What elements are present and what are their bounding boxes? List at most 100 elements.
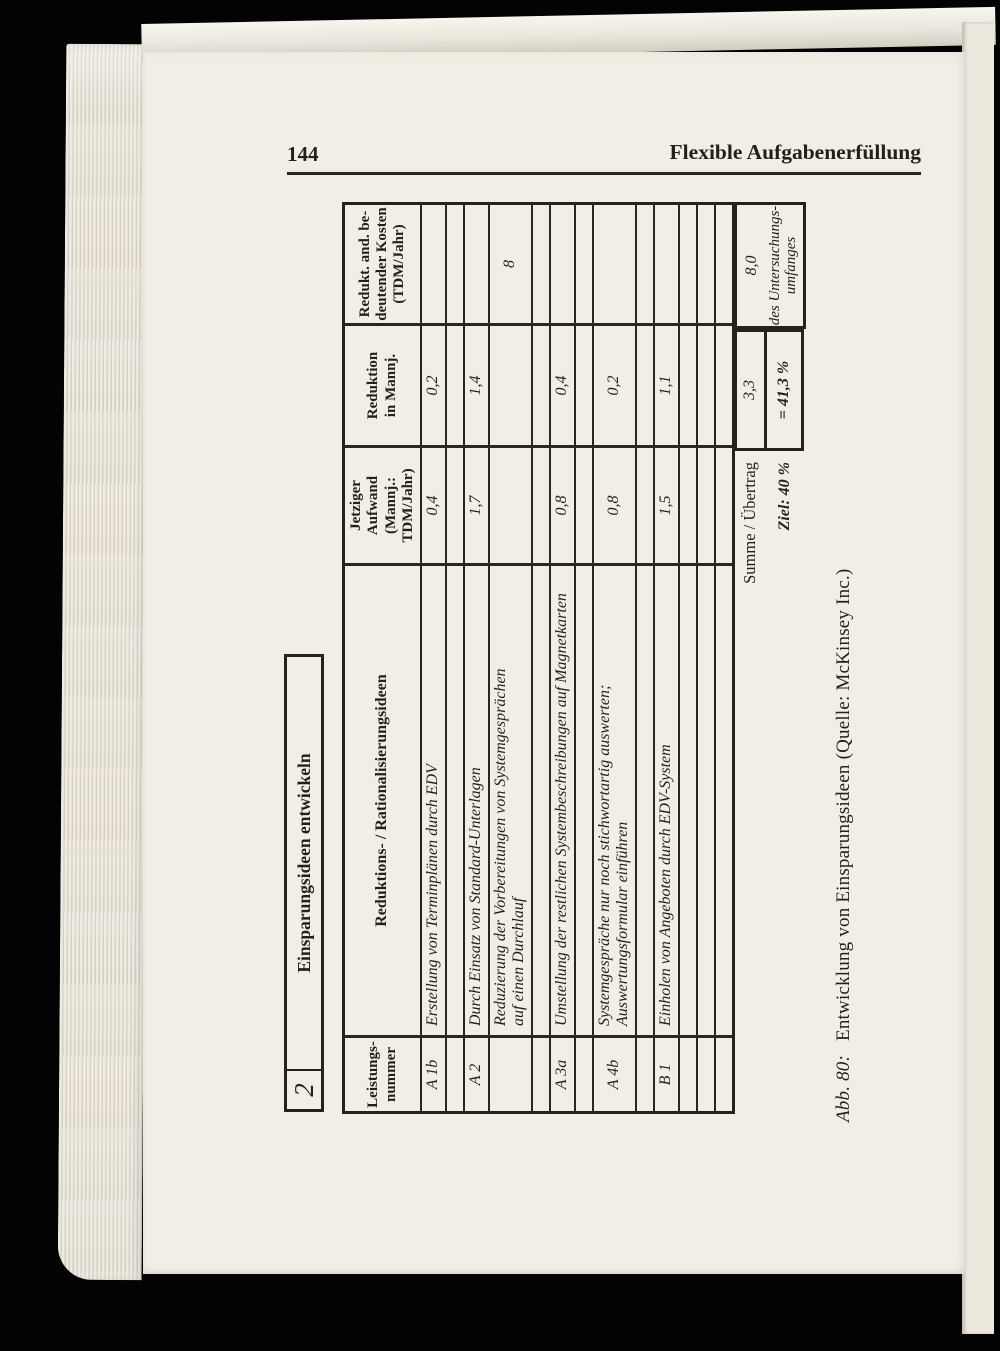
cell-leistungsnummer: A 4b: [604, 1059, 622, 1090]
cell-idee: Erstellung von Terminplänen durch EDV: [422, 566, 445, 1038]
table-spacer-row: [695, 205, 714, 1111]
cell-reduktion: [575, 326, 592, 448]
cell-kosten: [575, 205, 592, 326]
cell-reduktion: [636, 326, 653, 448]
figure-box-title: Einsparungsideen entwickeln: [293, 753, 314, 973]
cell-kosten: [679, 205, 696, 326]
column-header: Jetziger Aufwand (Mannj.: TDM/Jahr): [345, 448, 420, 566]
cell-idee: [447, 566, 463, 1038]
cell-aufwand: [636, 448, 653, 566]
column-header: Reduktions- / Rationalisierungsideen: [345, 566, 420, 1038]
cell-idee: [532, 566, 549, 1038]
cell-leistungsnummer: [576, 1038, 592, 1111]
cell-idee: Einholen von Angeboten durch EDV-System: [654, 566, 678, 1038]
table-spacer-row: [530, 205, 549, 1111]
cell-aufwand: 1,7: [465, 448, 488, 566]
cell-aufwand: 0,4: [422, 448, 445, 566]
cell-idee: [697, 566, 714, 1038]
table-row: B 1 Einholen von Angeboten durch EDV-Syst…: [652, 205, 678, 1111]
cell-kosten: [532, 205, 549, 326]
column-header: Reduktion in Mannj.: [345, 326, 420, 448]
cell-kosten: [697, 205, 714, 326]
cell-aufwand: 1,5: [654, 448, 678, 566]
cell-idee: Systemgespräche nur noch stichwortartig …: [593, 566, 635, 1038]
cell-reduktion: 1,1: [654, 326, 678, 448]
book-page-edge-right: [962, 22, 994, 1334]
cell-kosten: [550, 205, 574, 326]
cell-reduktion: 0,2: [593, 326, 635, 448]
cell-leistungsnummer: [716, 1038, 732, 1111]
table-row: A 2 Durch Einsatz von Standard-Unterlagen…: [463, 205, 488, 1111]
cell-aufwand: 0,8: [550, 448, 574, 566]
column-header: Redukt. and. be- deutender Kosten (TDM/J…: [345, 205, 420, 326]
cell-kosten: [654, 205, 678, 326]
table-row: A 1b Erstellung von Terminplänen durch ED…: [420, 205, 445, 1111]
cell-leistungsnummer: B 1: [656, 1063, 674, 1086]
table-row: A 3a Umstellung der restlichen Systembesc…: [548, 205, 574, 1111]
cell-reduktion: 0,2: [422, 326, 445, 448]
figure-caption: Abb. 80: Entwicklung von Einsparungsideen…: [833, 552, 855, 1122]
cell-reduktion: [715, 326, 732, 448]
cell-reduktion: 0,4: [550, 326, 574, 448]
table-spacer-row: [634, 205, 653, 1111]
column-header: Leistungs- nummer: [365, 1041, 399, 1108]
caption-label: Abb. 80:: [833, 1054, 854, 1122]
table-row: Reduzierung der Vorbereitungen von Syste…: [488, 205, 531, 1111]
book-page-edges-left: [57, 43, 151, 1281]
cell-leistungsnummer: [680, 1038, 696, 1111]
cell-kosten: 8: [490, 205, 531, 326]
savings-table: Leistungs- nummer Reduktions- / Rationali…: [342, 202, 735, 1114]
cell-idee: [575, 566, 592, 1038]
summary-sum-label: Summe / Übertrag: [740, 462, 760, 584]
table-spacer-row: [677, 205, 696, 1111]
rotated-caption-area: Abb. 80: Entwicklung von Einsparungsideen…: [833, 552, 873, 1122]
cell-reduktion: [447, 326, 463, 448]
cell-reduktion: [490, 326, 531, 448]
cell-idee: [679, 566, 696, 1038]
cell-kosten: [715, 205, 732, 326]
book-page: 144 Flexible Aufgabenerfüllung 2 Einspar…: [143, 52, 965, 1274]
table-spacer-row: [573, 205, 592, 1111]
header-rule: [287, 172, 921, 175]
rotated-figure-area: 2 Einsparungsideen entwickeln Leistungs-…: [284, 202, 814, 1114]
cell-aufwand: 0,8: [593, 448, 635, 566]
cell-leistungsnummer: A 3a: [553, 1059, 571, 1090]
cell-reduktion: [697, 326, 714, 448]
summary-cost-box: 8,0 des Untersuchungs- umfanges: [733, 202, 807, 329]
cell-leistungsnummer: [698, 1038, 714, 1111]
table-spacer-row: [713, 205, 732, 1111]
cell-idee: [636, 566, 653, 1038]
cell-aufwand: [575, 448, 592, 566]
cell-kosten: [593, 205, 635, 326]
cell-leistungsnummer: [637, 1038, 653, 1111]
cell-reduktion: [532, 326, 549, 448]
caption-content: Abb. 80: Entwicklung von Einsparungsideen…: [833, 552, 873, 1122]
cell-aufwand: [679, 448, 696, 566]
summary-reduction-total: 3,3: [733, 329, 767, 451]
cell-aufwand: [715, 448, 732, 566]
summary-goal-label: Ziel: 40 %: [776, 462, 794, 531]
table-row: A 4b Systemgespräche nur noch stichwortar…: [591, 205, 635, 1111]
summary-cost-total: 8,0: [742, 255, 760, 276]
cell-aufwand: [697, 448, 714, 566]
cell-aufwand: [532, 448, 549, 566]
cell-leistungsnummer: A 1b: [424, 1059, 442, 1090]
table-spacer-row: [445, 205, 463, 1111]
cell-aufwand: [447, 448, 463, 566]
cell-leistungsnummer: [447, 1038, 463, 1111]
cell-idee: Umstellung der restlichen Systembeschrei…: [550, 566, 574, 1038]
cell-kosten: [465, 205, 488, 326]
cell-aufwand: [490, 448, 531, 566]
figure-title-bar: 2 Einsparungsideen entwickeln: [284, 654, 324, 1112]
figure-box-number: 2: [287, 1069, 321, 1109]
summary-cost-note: des Untersuchungs- umfanges: [766, 205, 800, 326]
cell-reduktion: 1,4: [465, 326, 488, 448]
cell-leistungsnummer: [533, 1038, 549, 1111]
cell-leistungsnummer: [490, 1038, 531, 1111]
cell-idee: Durch Einsatz von Standard-Unterlagen: [465, 566, 488, 1038]
cell-idee: Reduzierung der Vorbereitungen von Syste…: [490, 566, 531, 1038]
cell-kosten: [447, 205, 463, 326]
cell-leistungsnummer: A 2: [467, 1063, 485, 1086]
page-number: 144: [287, 142, 319, 166]
